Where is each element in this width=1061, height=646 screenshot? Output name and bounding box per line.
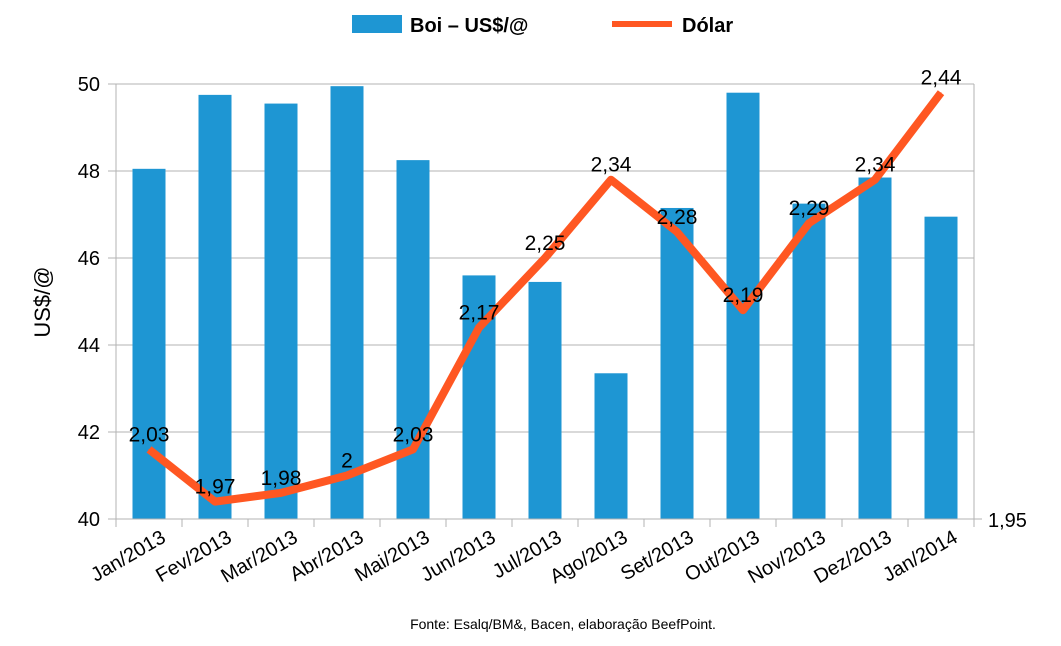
x-tick-label: Mar/2013 <box>217 526 301 587</box>
bar <box>858 177 892 519</box>
axes <box>108 83 982 527</box>
data-label: 2,03 <box>393 423 434 446</box>
dolar-point <box>148 448 150 450</box>
data-label: 2,44 <box>921 67 962 90</box>
legend-swatch-boi <box>352 15 402 33</box>
y-axis-label: US$/@ <box>30 266 55 337</box>
dolar-point <box>940 92 942 94</box>
bar <box>264 103 298 519</box>
data-label: 2,03 <box>129 423 170 446</box>
x-tick-label: Jun/2013 <box>417 526 499 586</box>
bar <box>330 86 364 520</box>
data-label: 1,98 <box>261 467 302 490</box>
data-label: 2,17 <box>459 302 500 325</box>
dolar-point <box>742 309 744 311</box>
y2-tick-label: 1,95 <box>988 510 1027 532</box>
data-label: 2,25 <box>525 232 566 255</box>
dolar-point <box>808 222 810 224</box>
data-label: 2,34 <box>591 154 632 177</box>
dolar-point <box>214 501 216 503</box>
bar <box>924 216 958 520</box>
data-label: 2,29 <box>789 197 830 220</box>
legend: Boi – US$/@ Dólar <box>352 15 733 37</box>
bar <box>792 203 826 519</box>
x-tick-label: Mai/2013 <box>351 526 433 586</box>
y-tick-label: 46 <box>78 248 100 270</box>
legend-label-boi: Boi – US$/@ <box>410 15 528 37</box>
bar-series <box>132 86 958 520</box>
dolar-point <box>280 492 282 494</box>
dolar-point <box>874 179 876 181</box>
bar <box>132 168 166 519</box>
bar <box>198 94 232 519</box>
dolar-point <box>676 231 678 233</box>
bar <box>528 281 562 519</box>
y-tick-label: 40 <box>78 509 100 531</box>
data-labels: 2,03 1,97 1,98 2 2,03 2,17 2,25 2,34 2,28 2,19 2,2… <box>129 67 962 499</box>
line-series <box>146 90 945 506</box>
dolar-point <box>544 257 546 259</box>
data-label: 2,28 <box>657 206 698 229</box>
dolar-point <box>610 179 612 181</box>
legend-label-dolar: Dólar <box>682 15 733 37</box>
y-tick-label: 50 <box>78 74 100 96</box>
x-tick-label: Jan/2014 <box>879 526 961 586</box>
dolar-point <box>346 475 348 476</box>
x-tick-label: Abr/2013 <box>286 526 367 586</box>
dolar-point <box>412 448 414 450</box>
y-tick-label: 44 <box>78 335 100 357</box>
data-label: 2,19 <box>723 284 764 307</box>
data-label: 2,34 <box>855 154 896 177</box>
bar <box>396 160 430 519</box>
bar <box>660 207 694 519</box>
source-note: Fonte: Esalq/BM&, Bacen, elaboração Beef… <box>410 616 716 632</box>
data-label: 2 <box>341 450 353 473</box>
bar <box>594 373 628 519</box>
dolar-point <box>478 327 480 329</box>
y-tick-label: 48 <box>78 161 100 183</box>
y-tick-label: 42 <box>78 422 100 444</box>
data-label: 1,97 <box>195 476 236 499</box>
